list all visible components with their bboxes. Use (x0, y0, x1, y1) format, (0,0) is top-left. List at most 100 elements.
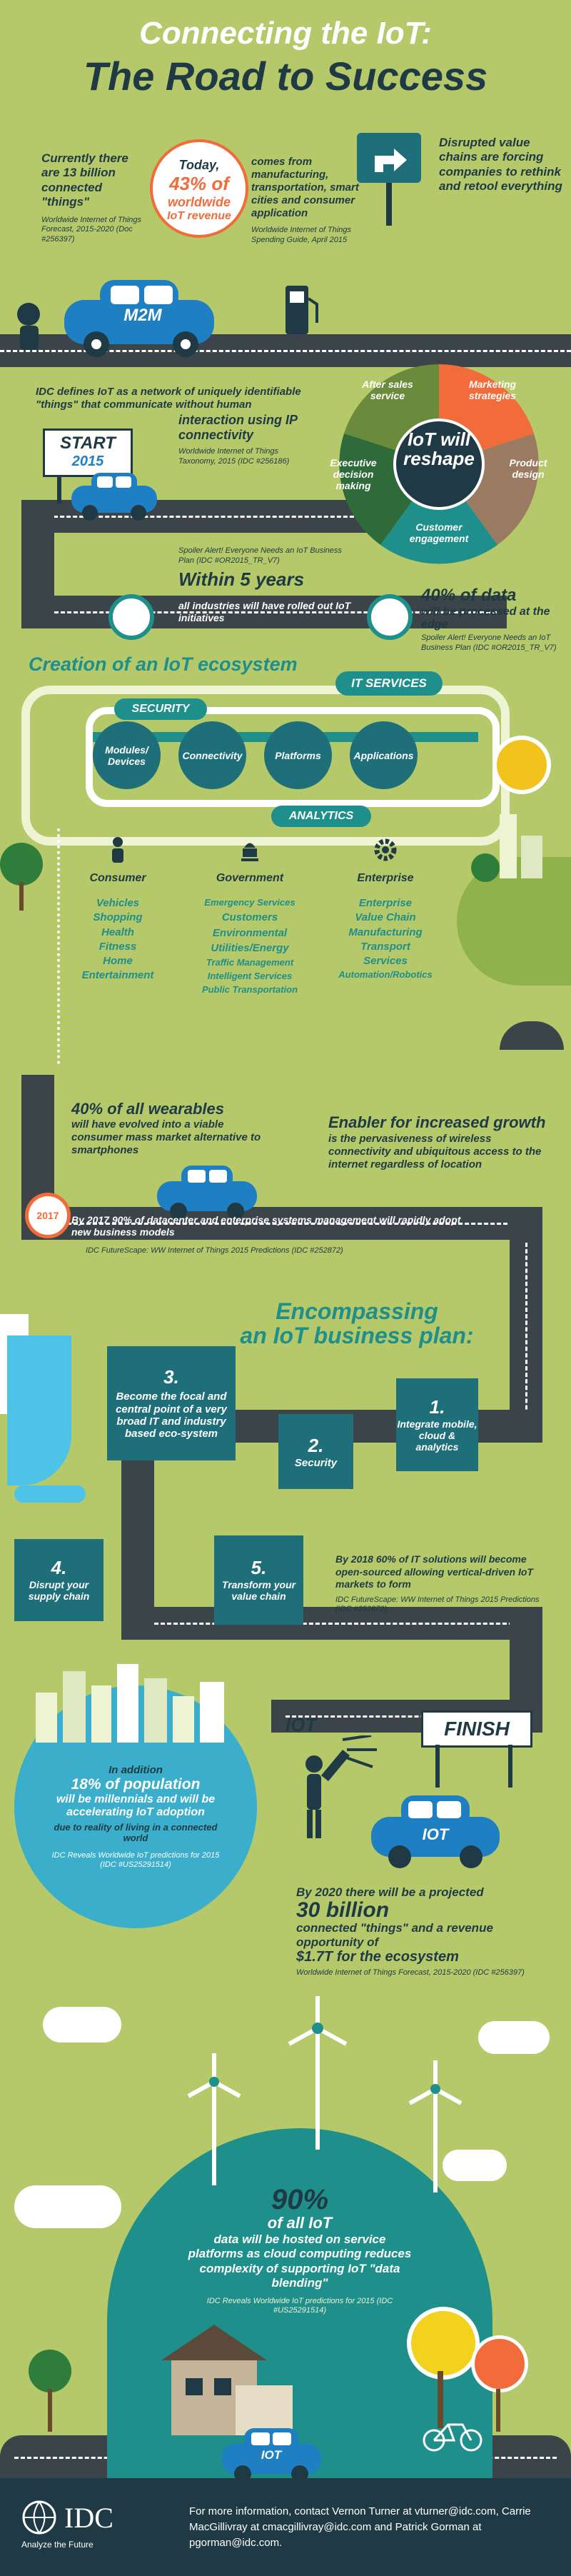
city-skyline (29, 1664, 243, 1743)
cloud-icon (14, 2185, 121, 2228)
iot-definition-source: Worldwide Internet of Things Taxonomy, 2… (178, 447, 290, 466)
wheel-segment-product-design: Product design (509, 457, 547, 480)
sector-consumer-title: Consumer (89, 872, 146, 884)
cloud-icon (478, 2021, 550, 2054)
government-item: Emergency Services (204, 897, 295, 908)
consumer-item: Entertainment (81, 969, 154, 982)
by2020-line-3: connected "things" and a revenue opportu… (296, 1921, 493, 1949)
millennials-line-3: will be millennials and will be accelera… (56, 1793, 216, 1819)
house-roof (161, 2325, 267, 2360)
millennials-line-1: In addition (108, 1764, 163, 1776)
edge-body: will be processed at the edge (421, 606, 550, 631)
plan-title: Encompassing an IoT business plan: (207, 1298, 507, 1348)
platforms-heading: 90% (271, 2184, 329, 2215)
plan-step-5: 5. Transform your value chain (214, 1535, 303, 1625)
stat-13-billion: Currently there are 13 billion connected… (41, 151, 148, 245)
windmill-icon (288, 1996, 348, 2150)
window (214, 2378, 231, 2395)
title-line-1: Connecting the IoT: (139, 16, 432, 51)
wearables-stat: 40% of all wearables will have evolved i… (71, 1100, 271, 1157)
person-with-megaphone (305, 1735, 377, 1838)
car-m2m-label: M2M (123, 306, 162, 325)
stat-manufacturing-text: comes from manufacturing, transportation… (251, 156, 359, 219)
wheel-center-line-1: IoT will (407, 429, 471, 450)
tree-icon (29, 2350, 71, 2392)
iot-definition: IDC defines IoT as a network of uniquely… (36, 386, 307, 411)
plan-title-line-1: Encompassing (276, 1298, 438, 1324)
by2020-line-1: By 2020 there will be a projected (296, 1885, 484, 1899)
sector-enterprise-title: Enterprise (357, 872, 414, 884)
footer: IDC Analyze the Future For more informat… (0, 2478, 571, 2576)
tree-icon (0, 843, 43, 886)
ecosystem-title: Creation of an IoT ecosystem (29, 653, 298, 675)
government-item: Traffic Management (206, 957, 294, 968)
fuel-pump-icon (286, 286, 318, 334)
eco-node-applications: Applications (350, 721, 418, 789)
finish-sign-post (435, 1745, 440, 1788)
road-marking (54, 1223, 540, 1225)
plan-step-4-number: 4. (51, 1557, 67, 1579)
idc-logo-text: IDC (64, 2501, 113, 2534)
car-wearables-scene (157, 1166, 257, 1220)
bicycle-icon (423, 2423, 482, 2452)
sun-icon (492, 736, 551, 794)
m2m-car-scene (17, 280, 214, 357)
water-pool (14, 1485, 86, 1503)
sector-consumer: Consumer Vehicles Shopping Health Fitnes… (71, 836, 164, 983)
eco-node-platforms: Platforms (264, 721, 332, 789)
road-marking (21, 516, 393, 518)
finish-sign-post (508, 1745, 512, 1788)
iot-definition-emphasis: interaction using IP connectivity (178, 413, 298, 442)
sector-government: Government Emergency Services Customers … (186, 836, 314, 997)
plan-step-3: 3. Become the focal and central point of… (107, 1346, 236, 1460)
security-label: SECURITY (114, 698, 207, 720)
start-sign-post (57, 475, 61, 503)
tree-icon (407, 2307, 480, 2380)
enterprise-item: Services (363, 955, 408, 967)
house-icon (236, 2385, 293, 2435)
stat-disrupted: Disrupted value chains are forcing compa… (439, 136, 562, 194)
platforms-source: IDC Reveals Worldwide IoT predictions fo… (206, 2296, 393, 2315)
analytics-label: ANALYTICS (271, 806, 371, 827)
millennials-source: IDC Reveals Worldwide IoT predictions fo… (51, 1850, 220, 1870)
footer-contact: For more information, contact Vernon Tur… (189, 2505, 531, 2549)
milestone-marker (367, 594, 413, 640)
enterprise-item: Manufacturing (348, 926, 423, 938)
platforms-line-2: data will be hosted on service platforms… (188, 2232, 412, 2290)
plan-step-4: 4. Disrupt your supply chain (14, 1539, 103, 1621)
wearables-body: will have evolved into a viable consumer… (71, 1118, 261, 1156)
sector-government-title: Government (216, 872, 284, 884)
government-item: Intelligent Services (207, 970, 293, 981)
within5-body: all industries will have rolled out IoT … (178, 600, 351, 623)
car-bottom-label: IOT (261, 2448, 282, 2462)
by2017-source: IDC FutureScape: WW Internet of Things 2… (86, 1246, 343, 1255)
millennials-stat: In addition 18% of population will be mi… (50, 1764, 221, 1870)
cloud-icon (443, 2150, 507, 2181)
wheel-segment-after-sales: After sales service (362, 379, 413, 401)
gear-icon (374, 838, 397, 861)
enterprise-item: Enterprise (358, 897, 413, 909)
person-icon (112, 837, 123, 863)
window (186, 2378, 203, 2395)
wheel-segment-marketing: Marketing strategies (468, 379, 517, 401)
by2020-line-4: $1.7T for the ecosystem (296, 1949, 459, 1965)
start-sign-word: START (60, 433, 116, 453)
revenue-badge: Today, 43% of worldwide IoT revenue (150, 139, 248, 238)
car-iot-scene (371, 1795, 500, 1868)
sectors-guideline (57, 828, 417, 1064)
consumer-item: Vehicles (96, 897, 140, 909)
title-line-2: The Road to Success (83, 54, 488, 99)
government-item: Customers (221, 911, 278, 923)
consumer-item: Shopping (93, 911, 143, 924)
plan-step-2-number: 2. (308, 1434, 324, 1456)
plan-title-line-2: an IoT business plan: (240, 1322, 474, 1348)
enabler-body: is the pervasiveness of wireless connect… (328, 1133, 542, 1171)
sign-post (386, 183, 392, 226)
plan-step-2: 2. Security (278, 1414, 353, 1489)
by2020-line-2: 30 billion (296, 1898, 390, 1922)
tree-trunk (496, 2389, 500, 2432)
by2020-stat: By 2020 there will be a projected 30 bil… (296, 1885, 560, 1978)
windmill-icon (408, 2060, 463, 2192)
enabler-stat: Enabler for increased growth is the perv… (328, 1113, 550, 1171)
